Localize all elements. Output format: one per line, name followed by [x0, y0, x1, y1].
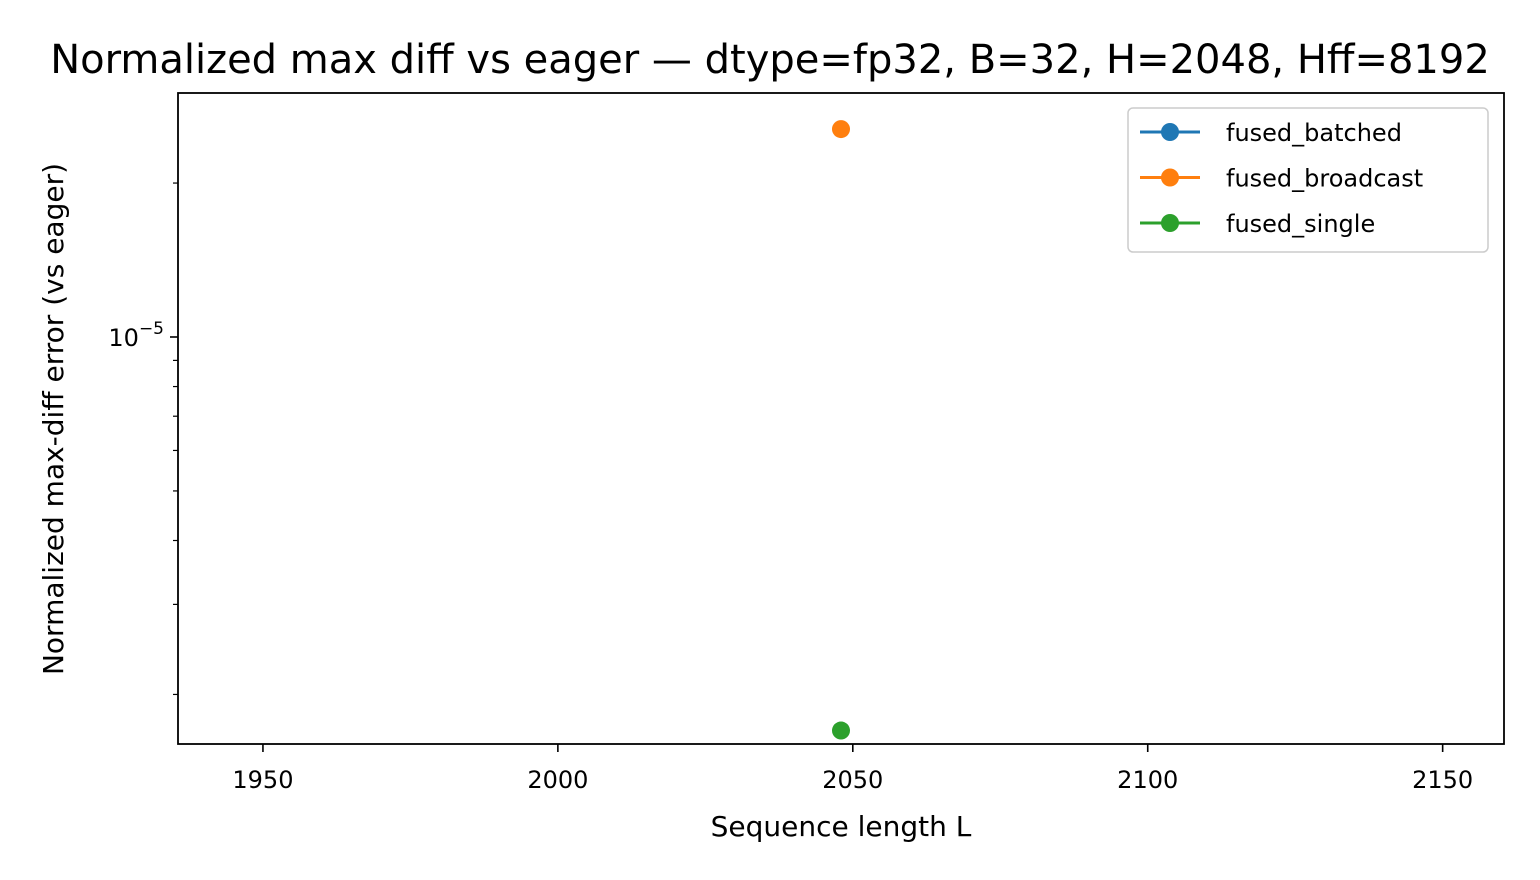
chart-title: Normalized max diff vs eager — dtype=fp3… — [50, 37, 1490, 83]
y-tick-label-exponent: −5 — [139, 319, 164, 339]
x-tick-label: 1950 — [232, 766, 293, 794]
x-tick-label: 2100 — [1117, 766, 1178, 794]
data-point-fused-broadcast — [832, 120, 850, 139]
legend-marker-fused-single — [1161, 214, 1179, 232]
x-tick-label: 2000 — [527, 766, 588, 794]
x-tick-label: 2150 — [1412, 766, 1473, 794]
x-tick-label: 2050 — [822, 766, 883, 794]
data-marks — [832, 120, 850, 740]
y-tick-label-base: 10 — [108, 324, 139, 352]
x-axis-label: Sequence length L — [711, 810, 972, 843]
legend-box — [1127, 107, 1489, 253]
y-axis-ticks: 10−5 — [108, 182, 178, 696]
legend-label-fused-broadcast: fused_broadcast — [1226, 165, 1423, 193]
data-point-fused-single — [832, 721, 850, 740]
plot-frame — [177, 92, 1505, 745]
legend-marker-fused-broadcast — [1161, 168, 1179, 187]
x-axis-ticks: 1950 2000 2050 2100 2150 — [232, 744, 1473, 794]
y-tick-label: 10−5 — [108, 319, 164, 352]
y-axis-label: Normalized max-diff error (vs eager) — [37, 163, 70, 675]
legend-label-fused-single: fused_single — [1226, 210, 1375, 238]
legend-marker-fused-batched — [1161, 123, 1179, 141]
legend: fused_batched fused_broadcast fused_single — [1127, 107, 1489, 253]
legend-label-fused-batched: fused_batched — [1226, 119, 1402, 147]
